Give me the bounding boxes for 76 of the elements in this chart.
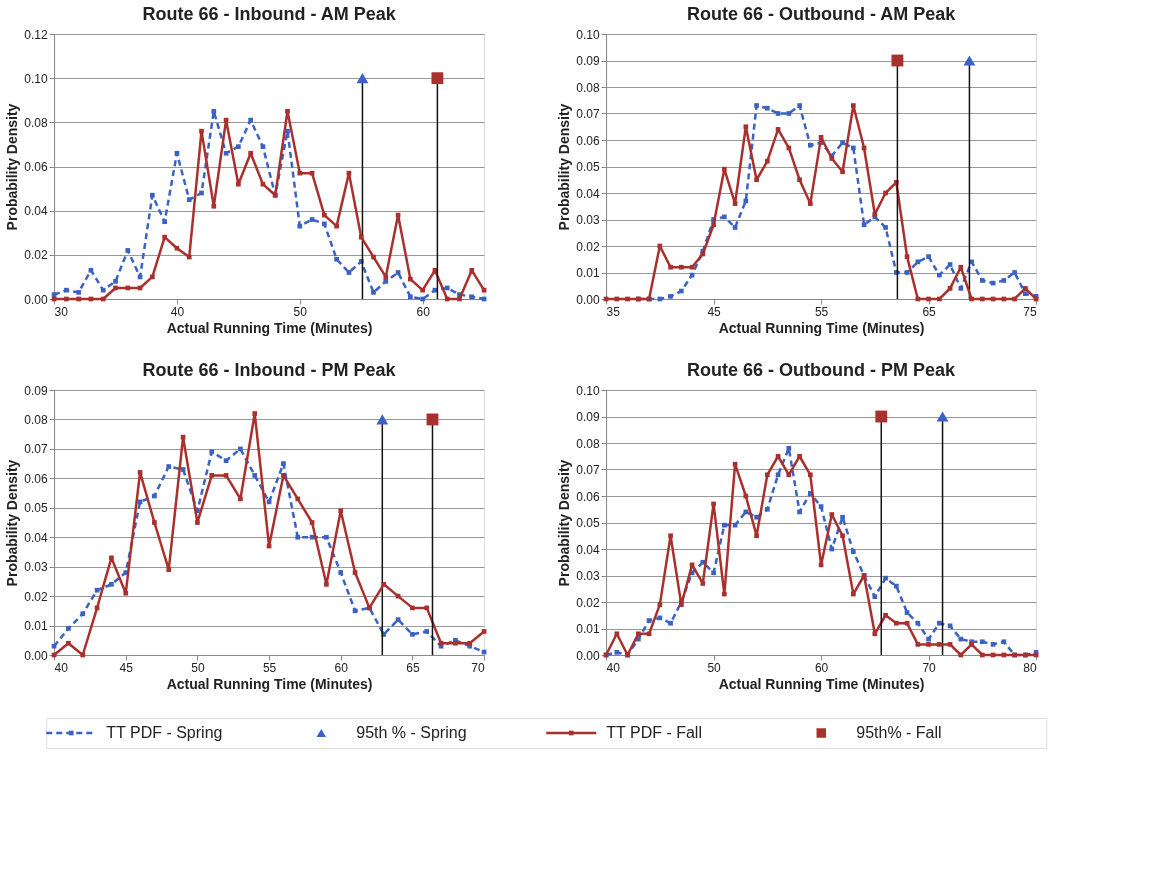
y-tick-label: 0.02 [24,248,48,263]
y-tick-label: 0.05 [24,501,48,516]
x-tick-label: 65 [922,304,937,319]
y-tick-label: 0.02 [576,595,600,610]
y-tick-label: 0.08 [24,412,48,427]
x-tick-label: 40 [606,660,621,675]
y-tick-label: 0.02 [576,239,600,254]
y-tick-label: 0.03 [576,569,600,583]
x-tick-label: 50 [293,304,308,319]
x-tick-label: 50 [191,660,205,675]
y-axis-title: Probability Density [4,459,21,587]
x-tick-label: 55 [262,660,277,675]
y-tick-label: 0.01 [24,619,48,634]
y-tick-label: 0.05 [576,160,600,174]
y-tick-label: 0.06 [576,133,600,148]
y-tick-label: 0.10 [576,27,600,42]
y-tick-label: 0.10 [576,383,600,398]
y-tick-label: 0.08 [24,115,48,130]
y-tick-label: 0.12 [24,27,48,42]
y-tick-label: 0.06 [24,471,48,486]
y-tick-label: 0.00 [576,292,600,307]
chart-title: Route 66 - Outbound - AM Peak [686,4,957,24]
legend-label: TT PDF - Fall [606,724,702,741]
y-tick-label: 0.00 [24,648,48,663]
x-tick-label: 35 [606,304,621,319]
y-tick-label: 0.09 [576,410,600,424]
chart-title: Route 66 - Inbound - AM Peak [142,4,397,24]
y-tick-label: 0.06 [576,489,600,504]
x-tick-label: 70 [922,660,937,675]
y-tick-label: 0.01 [576,266,600,280]
chart-title: Route 66 - Outbound - PM Peak [687,360,957,380]
y-tick-label: 0.09 [576,54,600,68]
y-tick-label: 0.06 [24,160,48,174]
x-axis-title: Actual Running Time (Minutes) [718,319,925,336]
legend-label: 95th% - Fall [856,724,942,741]
x-tick-label: 70 [471,660,485,675]
x-axis-title: Actual Running Time (Minutes) [166,319,373,336]
y-tick-label: 0.03 [24,560,48,575]
x-tick-label: 65 [406,660,420,675]
y-tick-label: 0.07 [24,442,48,457]
y-tick-label: 0.08 [576,80,600,95]
y-tick-label: 0.02 [24,589,48,604]
x-tick-label: 30 [54,304,69,319]
x-tick-label: 45 [707,304,722,319]
y-tick-label: 0.10 [24,71,48,86]
y-tick-label: 0.00 [576,648,600,663]
y-tick-label: 0.08 [576,436,600,451]
x-tick-label: 60 [814,660,829,675]
legend-label: 95th % - Spring [356,724,467,741]
y-tick-label: 0.04 [576,542,600,557]
chart-title: Route 66 - Inbound - PM Peak [142,360,397,380]
x-axis-title: Actual Running Time (Minutes) [718,675,925,692]
x-tick-label: 40 [54,660,69,675]
x-tick-label: 75 [1023,304,1037,319]
y-axis-title: Probability Density [556,459,573,587]
y-tick-label: 0.04 [24,530,48,545]
y-tick-label: 0.09 [24,383,48,398]
x-tick-label: 50 [707,660,722,675]
x-tick-label: 55 [814,304,829,319]
y-axis-title: Probability Density [556,103,573,231]
y-tick-label: 0.04 [576,186,600,201]
x-tick-label: 80 [1023,660,1037,675]
y-tick-label: 0.07 [576,107,600,121]
x-tick-label: 60 [416,304,431,319]
x-axis-title: Actual Running Time (Minutes) [166,675,373,692]
x-tick-label: 60 [334,660,349,675]
y-axis-title: Probability Density [4,103,21,231]
y-tick-label: 0.01 [576,622,600,636]
legend-label: TT PDF - Spring [106,724,223,741]
y-tick-label: 0.07 [576,463,600,477]
x-tick-label: 45 [119,660,134,675]
x-tick-label: 40 [170,304,185,319]
y-tick-label: 0.00 [24,292,48,307]
y-tick-label: 0.05 [576,516,600,530]
y-tick-label: 0.03 [576,213,600,227]
y-tick-label: 0.04 [24,204,48,219]
